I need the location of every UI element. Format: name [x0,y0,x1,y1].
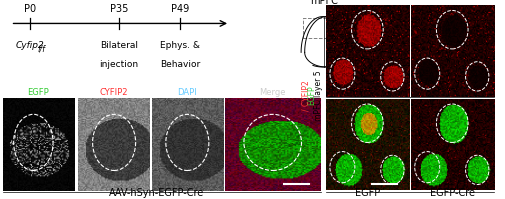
Text: EGFP: EGFP [27,88,49,97]
Text: mPFC: mPFC [311,0,338,6]
Text: DAPI: DAPI [177,88,197,97]
Text: Ephys. &: Ephys. & [160,41,200,50]
Text: / CYFIP2: / CYFIP2 [301,80,311,111]
Text: P0: P0 [24,4,36,14]
Text: EGFP-Cre: EGFP-Cre [430,188,475,198]
Text: AAV-hSyn-EGFP-Cre: AAV-hSyn-EGFP-Cre [109,188,204,198]
Text: Merge: Merge [260,88,286,97]
Text: Behavior: Behavior [160,60,200,69]
Text: CYFIP2: CYFIP2 [100,88,128,97]
Text: injection: injection [99,60,138,69]
Text: Bilateral: Bilateral [100,41,138,50]
Text: mPFC layer 5: mPFC layer 5 [314,70,323,121]
Text: Cyfip2: Cyfip2 [16,41,44,50]
Text: EGFP: EGFP [355,188,380,198]
Text: P35: P35 [110,4,128,14]
Text: P49: P49 [171,4,189,14]
Text: f/f: f/f [37,45,45,54]
Bar [303,18,346,38]
Text: EGFP: EGFP [308,86,317,105]
